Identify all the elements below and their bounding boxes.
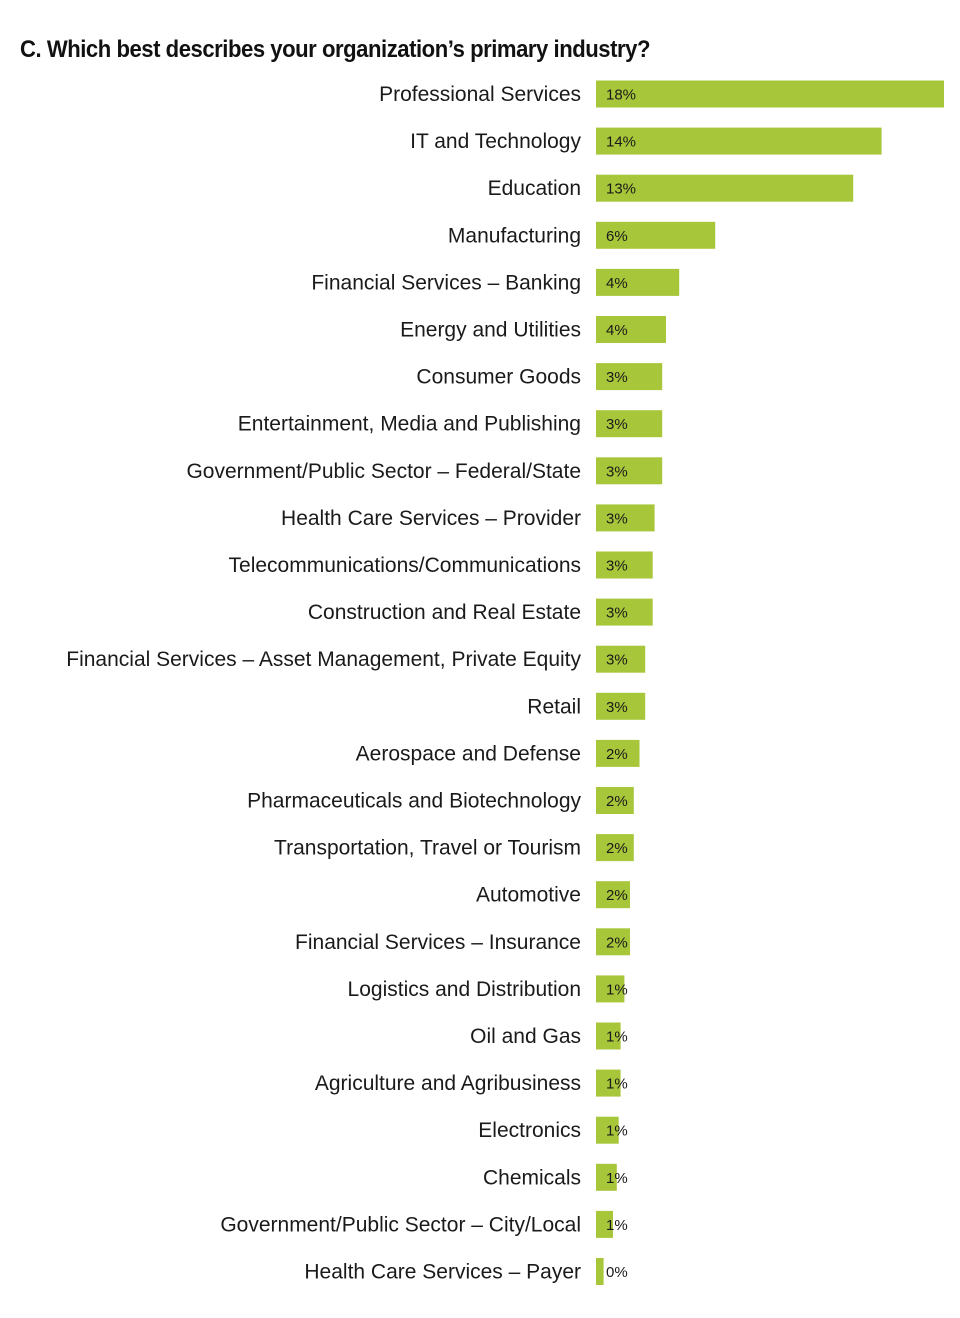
bar — [596, 457, 663, 485]
bar — [596, 928, 630, 956]
category-label: Oil and Gas — [470, 1025, 581, 1048]
bar-value-label: 2% — [606, 887, 628, 904]
bar-value-label: 0% — [606, 1264, 628, 1281]
bar — [596, 881, 630, 909]
bar — [596, 1022, 621, 1050]
category-label: Automotive — [476, 884, 581, 907]
bar-value-label: 2% — [606, 934, 628, 951]
category-label: Telecommunications/Communications — [229, 554, 581, 577]
bar — [596, 174, 854, 202]
bar — [596, 221, 716, 249]
category-label: Logistics and Distribution — [348, 978, 581, 1001]
bar-value-label: 3% — [606, 510, 628, 527]
category-label: Government/Public Sector – Federal/State — [186, 460, 581, 483]
category-label: Electronics — [478, 1119, 581, 1142]
bar — [596, 1116, 619, 1144]
bar — [596, 739, 640, 767]
bar — [596, 268, 680, 296]
bar-value-label: 3% — [606, 369, 628, 386]
bar-value-label: 3% — [606, 463, 628, 480]
chart-title: C. Which best describes your organizatio… — [20, 36, 650, 63]
bar-value-label: 2% — [606, 840, 628, 857]
bar-value-label: 3% — [606, 652, 628, 669]
bar-value-label: 1% — [606, 1123, 628, 1140]
category-label: Financial Services – Insurance — [295, 931, 581, 954]
category-label: Aerospace and Defense — [356, 742, 581, 765]
category-labels-group: Professional Services IT and Technology Ed… — [66, 83, 581, 1284]
bar-value-label: 1% — [606, 1029, 628, 1046]
bar-value-label: 18% — [606, 87, 636, 104]
category-label: Health Care Services – Provider — [281, 507, 581, 530]
category-label: Chemicals — [483, 1166, 581, 1189]
category-label: Financial Services – Banking — [311, 271, 581, 294]
bar — [596, 127, 882, 155]
bar-value-label: 3% — [606, 699, 628, 716]
category-label: Entertainment, Media and Publishing — [238, 413, 581, 436]
bar-value-label: 3% — [606, 605, 628, 622]
bar-value-label: 14% — [606, 134, 636, 151]
bars-group — [596, 80, 944, 1285]
category-label: Transportation, Travel or Tourism — [274, 837, 581, 860]
bar — [596, 834, 634, 862]
category-label: Government/Public Sector – City/Local — [220, 1213, 581, 1236]
category-label: Financial Services – Asset Management, P… — [66, 648, 581, 671]
bar — [596, 692, 646, 720]
bar — [596, 1210, 613, 1238]
category-label: Agriculture and Agribusiness — [315, 1072, 581, 1095]
bar-value-label: 3% — [606, 558, 628, 575]
value-labels-group: 18% 14% 13% 6% 4% 4% 3% 3% 3% 3% 3% 3% 3% 3% 2% 2% 2% 2% 2… — [606, 87, 636, 1282]
bar-value-label: 13% — [606, 181, 636, 198]
category-label: Construction and Real Estate — [308, 601, 581, 624]
bar — [596, 787, 634, 814]
bar — [596, 975, 625, 1003]
bar — [596, 1163, 617, 1191]
category-label: Consumer Goods — [416, 366, 581, 389]
bar-value-label: 6% — [606, 228, 628, 245]
bar — [596, 316, 666, 343]
bar-value-label: 4% — [606, 275, 628, 292]
bar-value-label: 1% — [606, 1217, 628, 1234]
category-label: Retail — [527, 695, 581, 718]
bar — [596, 551, 653, 579]
category-label: Professional Services — [379, 83, 581, 106]
bar — [596, 504, 655, 532]
bar — [596, 363, 663, 391]
category-label: Health Care Services – Payer — [304, 1261, 581, 1284]
bar-value-label: 1% — [606, 981, 628, 998]
bar — [596, 410, 663, 438]
bar — [596, 598, 653, 626]
bar-value-label: 1% — [606, 1076, 628, 1093]
bar-value-label: 2% — [606, 793, 628, 810]
category-label: IT and Technology — [410, 130, 581, 153]
bar — [596, 1258, 604, 1285]
category-label: Education — [488, 177, 581, 200]
category-label: Pharmaceuticals and Biotechnology — [247, 790, 581, 813]
bar-value-label: 3% — [606, 416, 628, 433]
bar — [596, 645, 646, 673]
category-label: Manufacturing — [448, 224, 581, 247]
bar-value-label: 1% — [606, 1170, 628, 1187]
category-label: Energy and Utilities — [400, 319, 581, 342]
bar-value-label: 2% — [606, 746, 628, 763]
bar-value-label: 4% — [606, 322, 628, 339]
bar — [596, 80, 944, 108]
bar — [596, 1069, 621, 1097]
